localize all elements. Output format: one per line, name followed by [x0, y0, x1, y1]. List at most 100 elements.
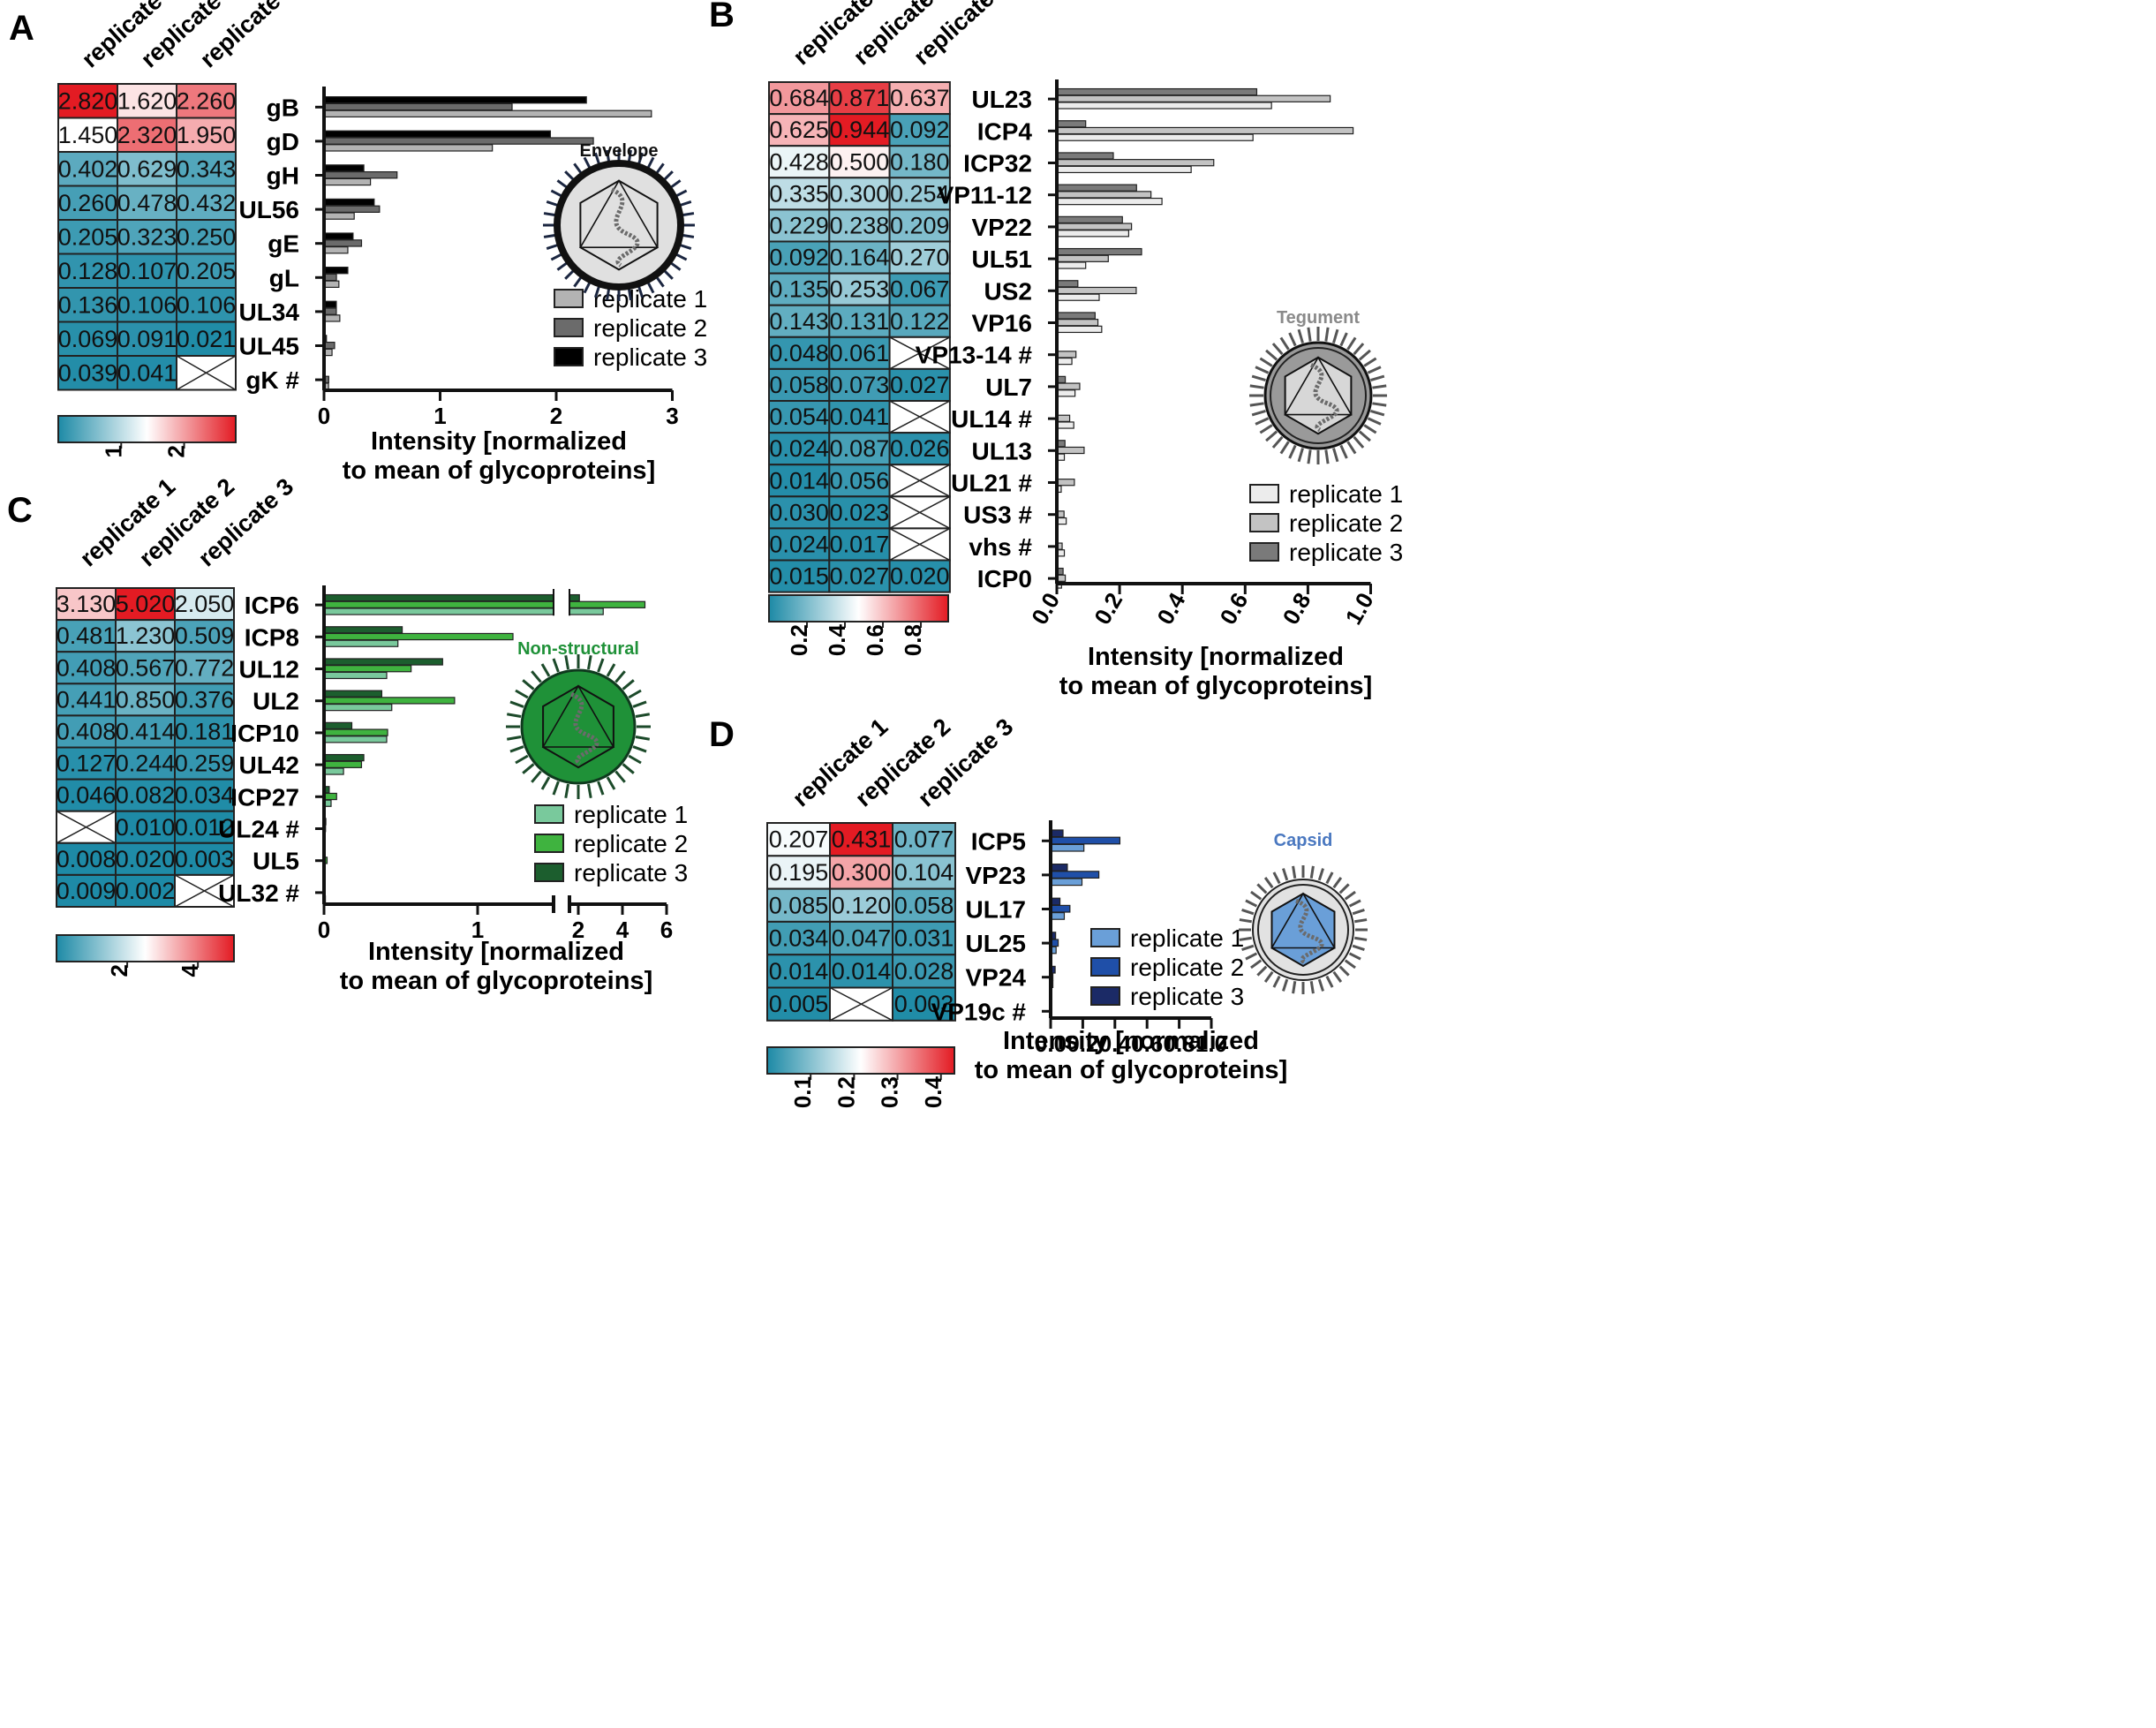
heatmap-cell [892, 887, 956, 923]
virion-spike [637, 285, 645, 298]
heatmap-value: 0.056 [830, 467, 890, 494]
legend-label: replicate 3 [1289, 539, 1403, 566]
virion-spike [522, 679, 535, 690]
protein-label: gL [269, 264, 299, 291]
heatmap-value: 0.048 [769, 340, 829, 366]
bar-replicate-1 [323, 671, 388, 680]
colorbar-tick-label: 0.4 [824, 623, 850, 656]
protein-label: UL56 [239, 196, 299, 223]
heatmap-value: 0.629 [117, 155, 177, 182]
bar-replicate-2 [323, 239, 363, 247]
heatmap-cell [888, 272, 951, 306]
bar-replicate-3 [323, 232, 354, 240]
virion-spike [509, 745, 524, 753]
heatmap-cell [892, 822, 956, 857]
heatmap-cell [176, 253, 237, 289]
heatmap-cell [768, 400, 831, 434]
virion-spike [1372, 402, 1387, 407]
bar-replicate-3 [1056, 280, 1079, 288]
legend-swatch [534, 804, 564, 824]
colorbar-tick-label: 2 [163, 445, 190, 457]
heatmap-value: 0.414 [116, 718, 176, 744]
virion-spike [675, 189, 688, 198]
heatmap-value: 0.270 [890, 245, 950, 271]
x-tick-label: 1.0 [1195, 1030, 1227, 1057]
virion-spike [509, 700, 524, 708]
virion-spike [597, 658, 605, 673]
virion-spike [1307, 327, 1312, 342]
virion-spike [1272, 872, 1281, 885]
protein-label: UL25 [966, 930, 1026, 957]
x-tick-label: 0.4 [1151, 588, 1190, 630]
virion-spike [1354, 936, 1368, 941]
virion-spike [586, 783, 592, 799]
heatmap-value: 0.069 [58, 326, 118, 352]
heatmap-value: 0.567 [116, 654, 176, 681]
virion-spike [564, 170, 576, 182]
heatmap-cell [828, 304, 891, 338]
virion-spike [1338, 883, 1350, 894]
bar-replicate-1 [1056, 389, 1076, 397]
protein-label: UL14 # [951, 405, 1032, 433]
heatmap-cell [174, 778, 235, 812]
virion-category-label: Envelope [580, 141, 659, 161]
virion-spike [552, 781, 560, 796]
bar-replicate-1 [323, 280, 340, 289]
heatmap-value: 2.050 [175, 591, 235, 617]
bar-replicate-2 [1056, 254, 1109, 262]
dna-genome [569, 691, 599, 766]
heatmap-cell [174, 714, 235, 749]
x-tick-label: 3 [666, 403, 678, 429]
heatmap-value: 0.500 [830, 148, 890, 175]
heatmap-value: 0.041 [830, 404, 890, 430]
x-tick-label: 0 [318, 917, 330, 943]
heatmap-cell [892, 954, 956, 989]
heatmap-value: 0.023 [830, 499, 890, 525]
envelope-virion-icon [543, 149, 695, 301]
heatmap-value: 0.077 [894, 826, 954, 853]
heatmap-cell [174, 683, 235, 717]
heatmap-value: 0.009 [57, 878, 117, 904]
heatmap-value: 0.085 [769, 892, 829, 918]
colorbar-tick-label: 0.8 [900, 624, 926, 656]
virion-spike [628, 754, 642, 765]
heatmap-value: 0.017 [830, 531, 890, 557]
virion-spike [543, 233, 557, 238]
bar-replicate-2 [323, 137, 594, 145]
x-axis-title: to mean of glycoproteins] [343, 457, 655, 485]
heatmap-value: 0.027 [830, 563, 890, 590]
virion-spike [1332, 448, 1339, 463]
virion-spike [1372, 384, 1387, 389]
x-tick-label: 1 [471, 917, 484, 943]
virion-spike [1309, 865, 1315, 879]
heatmap-value: 0.041 [117, 359, 177, 386]
heatmap-cell [768, 527, 831, 562]
missing-cross [56, 811, 117, 844]
virion-category-label: Non-structural [517, 639, 639, 659]
virion-spike [1367, 366, 1382, 374]
heatmap-value: 0.164 [830, 245, 890, 271]
heatmap-cell [892, 920, 956, 956]
virion-spike [1370, 410, 1385, 417]
heatmap-value: 0.871 [830, 85, 890, 111]
bar-replicate-3 [1056, 215, 1123, 224]
bar-replicate-2 [323, 102, 513, 111]
heatmap-value: 0.300 [832, 859, 892, 886]
virion-spike [1297, 448, 1304, 463]
bar-replicate-2 [1056, 191, 1152, 199]
bar-replicate-3 [1056, 247, 1142, 256]
colorbar [766, 1046, 955, 1075]
heatmap-value: 0.003 [175, 846, 235, 872]
virion-spike [662, 170, 674, 182]
heatmap-cell [57, 253, 118, 289]
heatmap-value: 0.323 [117, 223, 177, 250]
virion-spike [1265, 349, 1278, 361]
virion-spike [1251, 374, 1266, 381]
virion-spike [635, 713, 651, 719]
virion-spike [593, 152, 601, 165]
heatmap-cell [174, 619, 235, 653]
x-tick-label: 0.2 [1067, 1030, 1098, 1057]
bar-replicate-1 [323, 736, 388, 743]
bar-replicate-2 [323, 760, 363, 768]
